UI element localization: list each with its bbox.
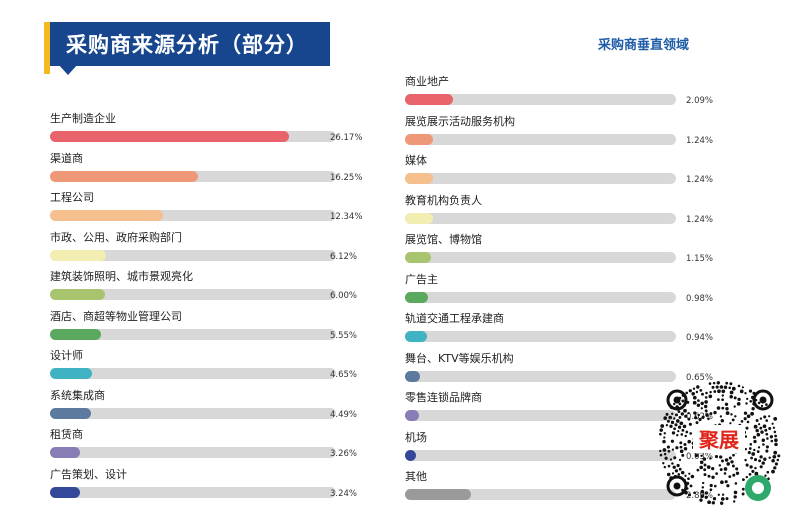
category-label: 教育机构负责人 — [405, 193, 482, 207]
bar — [405, 449, 416, 461]
value-label: 4.65% — [330, 370, 358, 380]
bar — [50, 249, 106, 261]
category-label: 商业地产 — [405, 75, 449, 88]
bar — [405, 489, 472, 500]
bar — [50, 328, 101, 340]
bar — [405, 252, 432, 263]
bar-track — [405, 449, 676, 461]
title-badge — [44, 22, 330, 75]
bar-track — [405, 252, 676, 263]
value-label: 6.12% — [330, 251, 358, 262]
bar-track — [405, 173, 676, 184]
bar — [405, 291, 428, 303]
value-label: 16.25% — [330, 172, 363, 183]
bar-track — [50, 368, 336, 379]
qr-logo-bg — [693, 425, 745, 453]
category-label: 酒店、商超等物业管理公司 — [50, 309, 182, 323]
bar-track — [405, 212, 676, 224]
category-label: 工程公司 — [50, 191, 94, 204]
bar-track — [405, 133, 676, 145]
value-label: 6.00% — [330, 291, 358, 301]
category-label: 媒体 — [405, 154, 427, 167]
qr-code[interactable]: 聚展 — [655, 378, 785, 508]
category-label: 零售连锁品牌商 — [405, 391, 482, 404]
value-label: 0.62% — [686, 412, 714, 422]
bar-track — [405, 489, 676, 500]
bar-track — [50, 249, 336, 261]
value-label: 2.89% — [686, 491, 714, 501]
value-label: 5.55% — [330, 330, 358, 341]
value-label: 0.94% — [686, 333, 714, 343]
bar-track — [50, 210, 336, 221]
category-label: 展览馆、博物馆 — [405, 233, 482, 246]
category-label: 生产制造企业 — [50, 112, 116, 125]
bar-track — [50, 447, 336, 458]
bar-track — [405, 410, 676, 421]
bar-track — [405, 291, 676, 303]
bar-track — [50, 407, 336, 419]
value-label: 1.24% — [686, 175, 714, 185]
bar — [50, 447, 80, 458]
value-label: 4.49% — [330, 409, 358, 420]
bar-track — [50, 131, 336, 142]
value-label: 3.24% — [330, 488, 358, 499]
bar — [405, 94, 453, 105]
bar — [405, 370, 420, 382]
category-label: 轨道交通工程承建商 — [405, 312, 504, 325]
value-label: 12.34% — [330, 212, 363, 222]
category-label: 市政、公用、政府采购部门 — [50, 230, 182, 244]
bar — [405, 410, 420, 421]
bar-track — [50, 170, 336, 182]
category-label: 广告策划、设计 — [50, 467, 127, 481]
category-label: 系统集成商 — [50, 388, 105, 402]
bar — [50, 368, 93, 379]
category-label: 广告主 — [405, 272, 438, 286]
category-label: 其他 — [405, 470, 427, 483]
value-label: 0.65% — [686, 372, 714, 383]
bar-track — [50, 289, 336, 300]
value-label: 1.24% — [686, 214, 714, 225]
bar — [50, 289, 105, 300]
value-label: 26.17% — [330, 133, 363, 143]
title-badge-box — [50, 22, 330, 66]
bar — [405, 331, 427, 342]
bar — [405, 173, 434, 184]
category-label: 租赁商 — [50, 428, 83, 441]
bar-track — [50, 328, 336, 340]
bar-track — [405, 370, 676, 382]
category-label: 机场 — [405, 430, 427, 444]
bar — [50, 407, 91, 419]
bar — [50, 486, 80, 498]
value-label: 0.98% — [686, 293, 714, 304]
category-label: 舞台、KTV等娱乐机构 — [405, 351, 514, 365]
value-label: 3.26% — [330, 449, 358, 459]
bar — [405, 133, 434, 145]
bar-track — [405, 331, 676, 342]
value-label: 1.15% — [686, 254, 714, 264]
bar-track — [50, 486, 336, 498]
category-label: 设计师 — [50, 349, 83, 362]
bar — [405, 212, 434, 224]
title-badge-accent — [44, 22, 50, 74]
bar — [50, 210, 163, 221]
chart-title: 采购商来源分析（部分） — [66, 33, 308, 57]
qr-logo-text: 聚展 — [698, 428, 739, 452]
value-label: 0.03% — [686, 451, 714, 462]
category-label: 展览展示活动服务机构 — [405, 114, 515, 128]
category-label: 建筑装饰照明、城市景观亮化 — [50, 270, 193, 283]
bar-track — [405, 94, 676, 105]
qr-corner-badge-inner — [752, 482, 764, 494]
bar — [50, 131, 289, 142]
bar — [50, 170, 199, 182]
value-label: 1.24% — [686, 135, 714, 146]
value-label: 2.09% — [686, 96, 714, 106]
title-badge-tail — [58, 64, 78, 75]
right-section-title: 采购商垂直领域 — [598, 38, 690, 53]
category-label: 渠道商 — [50, 151, 83, 165]
